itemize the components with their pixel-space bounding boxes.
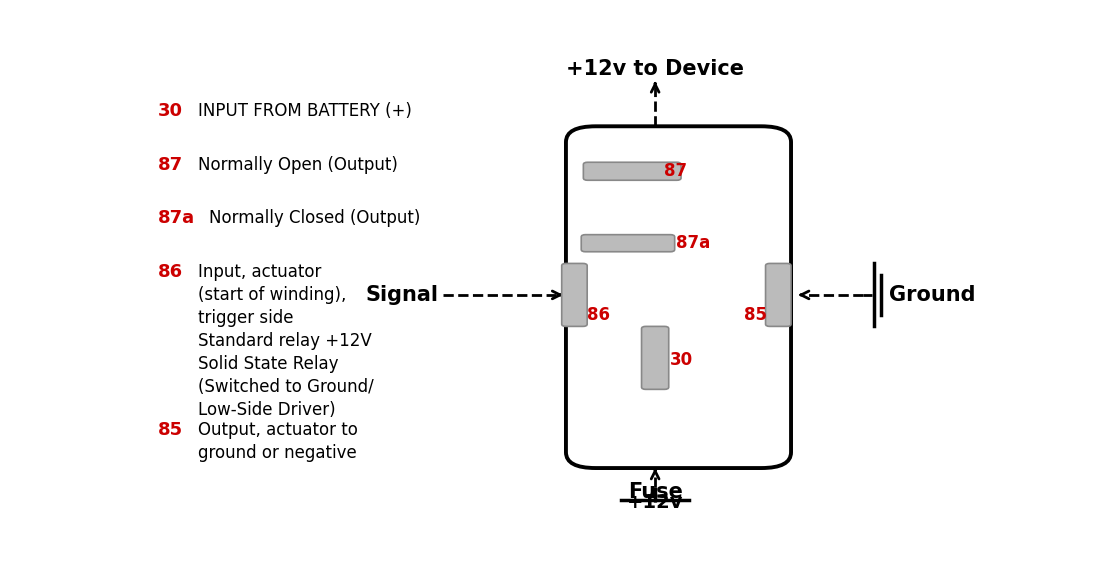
FancyBboxPatch shape — [581, 235, 675, 252]
FancyBboxPatch shape — [583, 162, 681, 180]
Text: Input, actuator
(start of winding),
trigger side
Standard relay +12V
Solid State: Input, actuator (start of winding), trig… — [198, 263, 374, 419]
FancyBboxPatch shape — [562, 263, 587, 326]
Text: +12v: +12v — [627, 493, 684, 512]
Text: 87: 87 — [158, 155, 183, 173]
Text: INPUT FROM BATTERY (+): INPUT FROM BATTERY (+) — [198, 102, 412, 120]
Text: 87: 87 — [663, 162, 687, 180]
Text: +12v to Device: +12v to Device — [567, 59, 744, 79]
Text: Output, actuator to
ground or negative: Output, actuator to ground or negative — [198, 421, 358, 462]
Text: 87a: 87a — [676, 234, 710, 252]
FancyBboxPatch shape — [765, 263, 791, 326]
Text: Normally Open (Output): Normally Open (Output) — [198, 155, 398, 173]
Text: Normally Closed (Output): Normally Closed (Output) — [209, 210, 421, 228]
Text: Fuse: Fuse — [628, 482, 683, 502]
Text: 86: 86 — [587, 306, 610, 324]
Text: 87a: 87a — [158, 210, 195, 228]
Text: Signal: Signal — [366, 285, 438, 305]
Text: 30: 30 — [158, 102, 183, 120]
Text: 85: 85 — [744, 306, 767, 324]
Text: Ground: Ground — [889, 285, 975, 305]
Text: 85: 85 — [158, 421, 183, 439]
FancyBboxPatch shape — [566, 126, 791, 468]
FancyBboxPatch shape — [641, 326, 669, 390]
Text: 86: 86 — [158, 263, 183, 281]
Text: 30: 30 — [670, 351, 693, 369]
